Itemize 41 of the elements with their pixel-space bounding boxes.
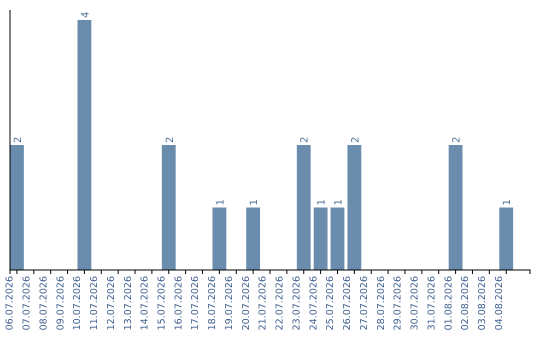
data-label: 1 [333,199,344,206]
x-tick-label: 21.07.2026 [258,276,269,330]
x-tick-label: 13.07.2026 [122,276,134,330]
x-tick-label: 25.07.2026 [325,276,336,330]
x-tick-label: 27.07.2026 [358,276,370,330]
x-tick-label: 29.07.2026 [392,276,404,330]
data-label: 1 [316,199,328,206]
x-tick-label: 16.07.2026 [173,276,184,330]
x-tick-label: 31.07.2026 [426,276,438,330]
x-tick-label: 28.07.2026 [376,276,387,330]
x-tick-label: 22.07.2026 [274,276,286,330]
x-tick-label: 26.07.2026 [342,276,354,330]
x-tick-label: 06.07.2026 [4,276,16,330]
x-tick-label: 19.07.2026 [224,276,235,330]
x-tick-label: 10.07.2026 [72,276,84,330]
data-label: 2 [350,136,362,143]
x-tick-label: 12.07.2026 [106,276,117,330]
x-tick-label: 04.08.2026 [494,276,505,330]
data-label: 4 [80,12,92,18]
x-tick-label: 20.07.2026 [240,276,252,330]
data-label: 1 [502,199,514,206]
data-label: 1 [249,199,260,206]
data-label: 1 [215,199,226,206]
data-label: 2 [164,136,176,143]
x-tick-label: 11.07.2026 [89,276,100,330]
x-tick-label: 07.07.2026 [22,276,33,330]
x-tick-label: 09.07.2026 [55,276,66,330]
x-tick-label: 02.08.2026 [460,276,472,330]
x-tick-label: 14.07.2026 [140,276,151,330]
x-tick-label: 24.07.2026 [308,276,320,330]
data-label: 2 [12,136,24,143]
x-tick-label: 15.07.2026 [156,276,168,330]
data-label: 2 [300,136,311,143]
x-tick-label: 01.08.2026 [443,276,454,330]
x-tick-label: 03.08.2026 [477,276,488,330]
x-tick-label: 17.07.2026 [190,276,202,330]
x-tick-label: 18.07.2026 [207,276,218,330]
x-tick-label: 08.07.2026 [38,276,50,330]
data-label: 2 [452,136,463,143]
x-tick-label: 30.07.2026 [410,276,421,330]
x-tick-label: 23.07.2026 [291,276,302,330]
